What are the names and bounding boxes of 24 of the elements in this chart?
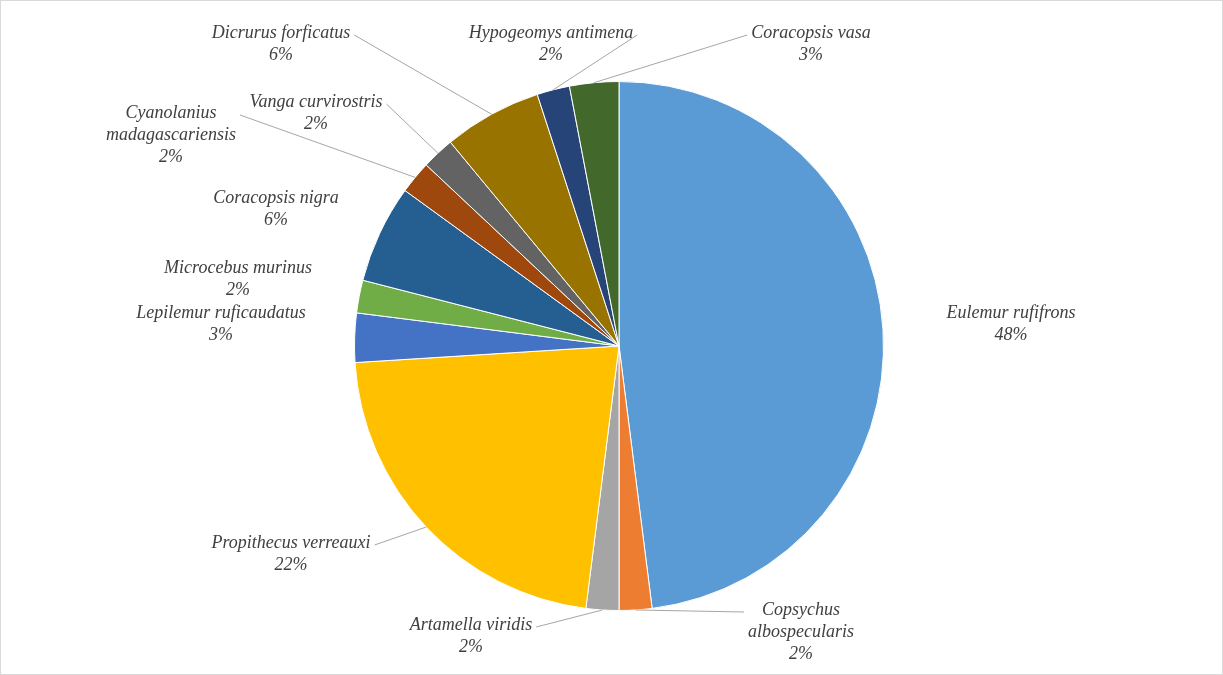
slice-label: Copsychus albospecularis [748, 598, 854, 641]
data-label: 2% [304, 112, 328, 133]
data-label: 3% [208, 323, 233, 344]
slice-label: Microcebus murinus [163, 256, 312, 277]
data-label: 2% [539, 43, 563, 64]
data-label: 2% [226, 278, 250, 299]
data-label: 6% [264, 208, 288, 229]
data-label: 6% [269, 43, 293, 64]
data-label: 48% [994, 323, 1028, 344]
slice-label: Propithecus verreauxi [210, 531, 371, 552]
slice-label: Coracopsis vasa [751, 21, 871, 42]
slice-label: Cyanolanius madagascariensis [106, 101, 236, 144]
data-label: 2% [159, 145, 183, 166]
data-label: 22% [274, 553, 308, 574]
data-label: 2% [789, 642, 813, 663]
slice-label: Eulemur rufifrons [945, 301, 1076, 322]
slice-label: Lepilemur ruficaudatus [135, 301, 306, 322]
slice-label: Dicrurus forficatus [210, 21, 351, 42]
slice-label: Artamella viridis [408, 613, 533, 634]
slice-label: Hypogeomys antimena [467, 21, 634, 42]
data-label: 3% [798, 43, 823, 64]
slice-label: Vanga curvirostris [249, 90, 383, 111]
data-label: 2% [459, 635, 483, 656]
slice-label: Coracopsis nigra [213, 186, 339, 207]
